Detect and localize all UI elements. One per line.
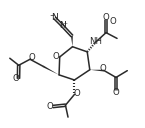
Text: O: O	[52, 52, 59, 61]
Text: O: O	[74, 89, 80, 98]
Text: O: O	[12, 74, 19, 83]
Polygon shape	[90, 70, 104, 72]
Text: −: −	[50, 13, 55, 19]
Text: N: N	[51, 13, 58, 22]
Text: O: O	[47, 102, 54, 111]
Text: O: O	[29, 53, 36, 62]
Text: O: O	[103, 13, 109, 22]
Polygon shape	[71, 36, 73, 47]
Text: O: O	[110, 17, 116, 26]
Text: +: +	[63, 21, 68, 26]
Text: O: O	[100, 64, 106, 73]
Text: N: N	[59, 21, 66, 30]
Text: NH: NH	[89, 37, 102, 46]
Polygon shape	[43, 66, 59, 75]
Text: O: O	[113, 88, 119, 97]
